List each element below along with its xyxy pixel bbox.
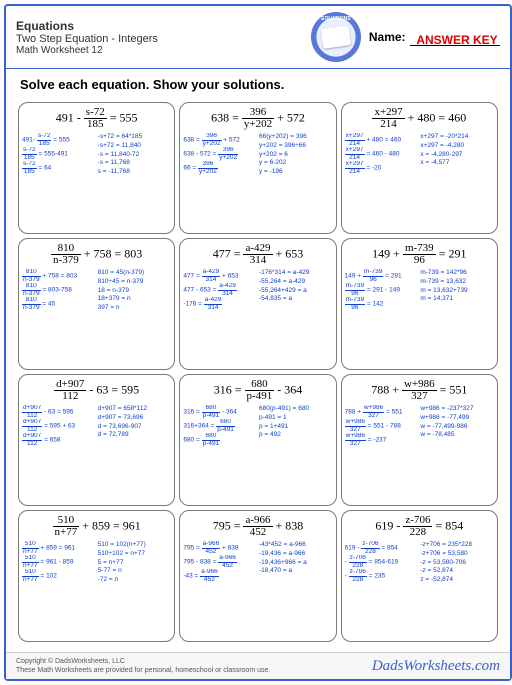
problem-cell: d+907112 - 63 = 595 d+907112 - 63 = 595d+… bbox=[18, 374, 175, 506]
equation: 477 = a-429314 + 653 bbox=[183, 243, 332, 266]
worksheet-page: Equations Two Step Equation - Integers M… bbox=[4, 4, 512, 681]
solution: 619 - z-706228 = 854- z-706228 = 854-619… bbox=[345, 541, 494, 585]
problem-cell: 491 - s-72185 = 555 491- s-72185 = 555s-7… bbox=[18, 102, 175, 234]
problem-cell: 788 + w+986327 = 551 788 + w+986327 = 551… bbox=[341, 374, 498, 506]
instruction: Solve each equation. Show your solutions… bbox=[6, 69, 510, 96]
problem-cell: 510n+77 + 859 = 961 510n+77 + 859 = 96151… bbox=[18, 510, 175, 642]
equations-badge-icon bbox=[311, 12, 361, 62]
answer-key: ANSWER KEY bbox=[416, 33, 497, 47]
subtitle: Two Step Equation - Integers bbox=[16, 33, 303, 45]
problem-cell: 810n-379 + 758 = 803 810n-379 + 758 = 803… bbox=[18, 238, 175, 370]
problem-cell: 149 + m-73996 = 291 149 + m-73996 = 291m-… bbox=[341, 238, 498, 370]
problem-cell: x+297214 + 480 = 460 x+297214 + 480 = 460… bbox=[341, 102, 498, 234]
footer: Copyright © DadsWorksheets, LLC These Ma… bbox=[6, 652, 510, 679]
solution: 316 = 680p-491 - 364316+364 = 680p-49168… bbox=[183, 405, 332, 447]
solution: 510n+77 + 859 = 961510n+77 = 961 - 85951… bbox=[22, 541, 171, 585]
equation: x+297214 + 480 = 460 bbox=[345, 107, 494, 130]
equation: 638 = 396y+202 + 572 bbox=[183, 107, 332, 130]
problem-cell: 619 - z-706228 = 854 619 - z-706228 = 854… bbox=[341, 510, 498, 642]
equation: 510n+77 + 859 = 961 bbox=[22, 515, 171, 538]
solution: 491- s-72185 = 555s-72185 = 555-491s-721… bbox=[22, 133, 171, 177]
equation: 810n-379 + 758 = 803 bbox=[22, 243, 171, 266]
problem-cell: 795 = a-966452 + 838 795 = a-966452 + 838… bbox=[179, 510, 336, 642]
problem-grid: 491 - s-72185 = 555 491- s-72185 = 555s-7… bbox=[6, 96, 510, 652]
solution: 810n-379 + 758 = 803810n-379 = 803-75881… bbox=[22, 269, 171, 313]
solution: 638 = 396y+202 + 572638 - 572 = 396y+202… bbox=[183, 133, 332, 177]
solution: 795 = a-966452 + 838795 - 838 = a-966452… bbox=[183, 541, 332, 583]
name-field: Name: ANSWER KEY bbox=[369, 28, 500, 46]
solution: 788 + w+986327 = 551w+986327 = 551 - 788… bbox=[345, 405, 494, 447]
equation: 619 - z-706228 = 854 bbox=[345, 515, 494, 538]
solution: 477 = a-429314 + 653477 - 653 = a-429314… bbox=[183, 269, 332, 311]
equation: 149 + m-73996 = 291 bbox=[345, 243, 494, 266]
solution: 149 + m-73996 = 291m-73996 = 291 - 149m-… bbox=[345, 269, 494, 311]
equation: 316 = 680p-491 - 364 bbox=[183, 379, 332, 402]
worksheet-num: Math Worksheet 12 bbox=[16, 45, 303, 56]
copyright: Copyright © DadsWorksheets, LLC These Ma… bbox=[16, 657, 270, 675]
problem-cell: 316 = 680p-491 - 364 316 = 680p-491 - 364… bbox=[179, 374, 336, 506]
equation: 788 + w+986327 = 551 bbox=[345, 379, 494, 402]
solution: x+297214 + 480 = 460x+297214 = 460 - 480… bbox=[345, 133, 494, 175]
title: Equations bbox=[16, 19, 303, 33]
header: Equations Two Step Equation - Integers M… bbox=[6, 6, 510, 69]
header-text: Equations Two Step Equation - Integers M… bbox=[16, 19, 303, 56]
name-line: ANSWER KEY bbox=[410, 31, 500, 46]
solution: d+907112 - 63 = 595d+907112 = 595 + 63d+… bbox=[22, 405, 171, 447]
problem-cell: 638 = 396y+202 + 572 638 = 396y+202 + 572… bbox=[179, 102, 336, 234]
equation: 491 - s-72185 = 555 bbox=[22, 107, 171, 130]
equation: d+907112 - 63 = 595 bbox=[22, 379, 171, 402]
brand-logo: DadsWorksheets.com bbox=[372, 658, 500, 675]
problem-cell: 477 = a-429314 + 653 477 = a-429314 + 653… bbox=[179, 238, 336, 370]
equation: 795 = a-966452 + 838 bbox=[183, 515, 332, 538]
name-label: Name: bbox=[369, 30, 406, 44]
